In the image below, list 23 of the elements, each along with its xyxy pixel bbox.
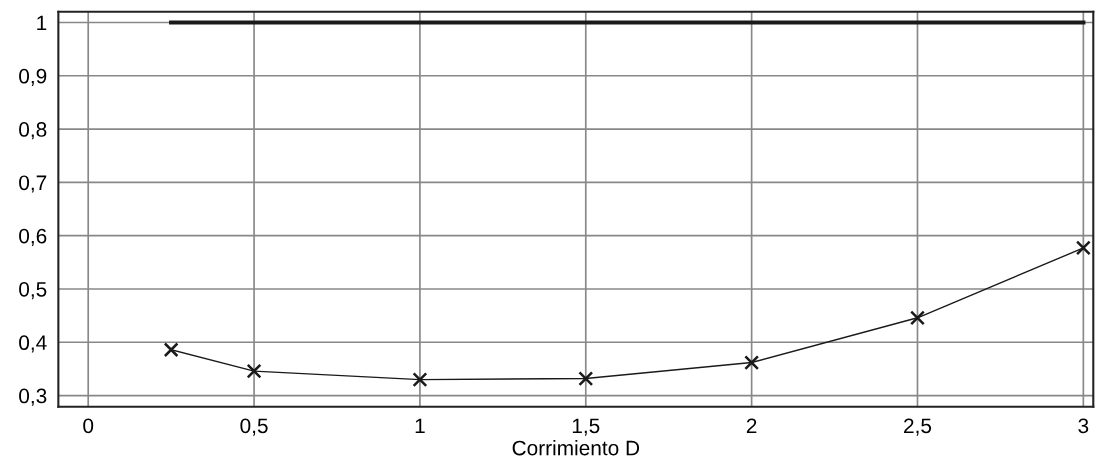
- y-tick-label: 0,6: [19, 228, 47, 246]
- point: [163, 342, 179, 358]
- point: [578, 371, 594, 387]
- y-tick-label: 0,9: [19, 68, 47, 86]
- point: [412, 372, 428, 388]
- x-tick-label: 1: [415, 418, 425, 433]
- point: [246, 363, 262, 379]
- point: [744, 355, 760, 371]
- x-axis-title: Corrimiento D: [512, 440, 640, 456]
- y-tick-label: 0,4: [19, 335, 47, 353]
- y-tick-label: 0,7: [19, 175, 47, 193]
- x-tick-label: 2: [746, 418, 757, 433]
- point: [909, 310, 925, 326]
- y-tick-label: 0,8: [19, 122, 47, 140]
- y-tick-label: 0,5: [19, 281, 47, 300]
- y-tick-label: 0,3: [19, 388, 47, 406]
- x-tick-label: 1,5: [572, 418, 600, 436]
- x-tick-label: 0: [83, 418, 94, 434]
- point: [1075, 240, 1091, 256]
- y-tick-label: 1: [37, 15, 47, 31]
- x-tick-label: 3: [1078, 418, 1089, 434]
- x-tick-label: 2,5: [904, 418, 932, 436]
- x-tick-label: 0,5: [240, 418, 268, 436]
